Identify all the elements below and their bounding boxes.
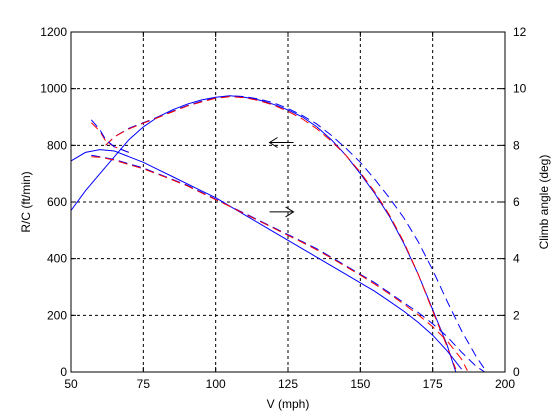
y-tick-label: 800 <box>47 138 67 152</box>
series-line-4 <box>70 149 462 370</box>
series-line-2 <box>105 95 486 370</box>
y-tick-label: 1200 <box>40 25 67 39</box>
y2-axis-title: Climb angle (deg) <box>537 155 551 250</box>
ticks: 50 75 100 125 150 175 200020040060080010001200… <box>40 25 526 391</box>
series-group <box>70 95 486 373</box>
x-tick-label: 50 <box>64 377 78 391</box>
y-tick-label: 400 <box>47 252 67 266</box>
arrow-left-annotation <box>268 137 294 148</box>
y-axis-title: R/C (ft/min) <box>19 171 33 232</box>
series-line-8 <box>90 119 130 153</box>
annotations <box>268 137 295 218</box>
x-tick-label: 125 <box>278 377 298 391</box>
y2-tick-label: 4 <box>513 252 520 266</box>
x-tick-label: 150 <box>350 377 370 391</box>
series-line-3 <box>105 96 457 370</box>
y2-tick-label: 0 <box>513 365 520 379</box>
x-tick-label: 175 <box>423 377 443 391</box>
y-tick-label: 200 <box>47 308 67 322</box>
grid <box>71 32 505 372</box>
x-tick-label: 75 <box>137 377 151 391</box>
y2-tick-label: 12 <box>513 25 527 39</box>
series-line-6 <box>91 156 468 371</box>
y2-tick-label: 10 <box>513 82 527 96</box>
y-tick-label: 600 <box>47 195 67 209</box>
series-line-7 <box>90 122 130 153</box>
y2-tick-label: 8 <box>513 138 520 152</box>
arrow-right-annotation <box>269 206 295 218</box>
series-line-5 <box>91 154 485 373</box>
x-tick-label: 200 <box>495 377 515 391</box>
x-axis-title: V (mph) <box>267 397 310 411</box>
y-tick-label: 1000 <box>40 82 67 96</box>
y2-tick-label: 2 <box>513 308 520 322</box>
y2-tick-label: 6 <box>513 195 520 209</box>
x-tick-label: 100 <box>206 377 226 391</box>
series-line-1 <box>70 95 457 373</box>
y-tick-label: 0 <box>60 365 67 379</box>
